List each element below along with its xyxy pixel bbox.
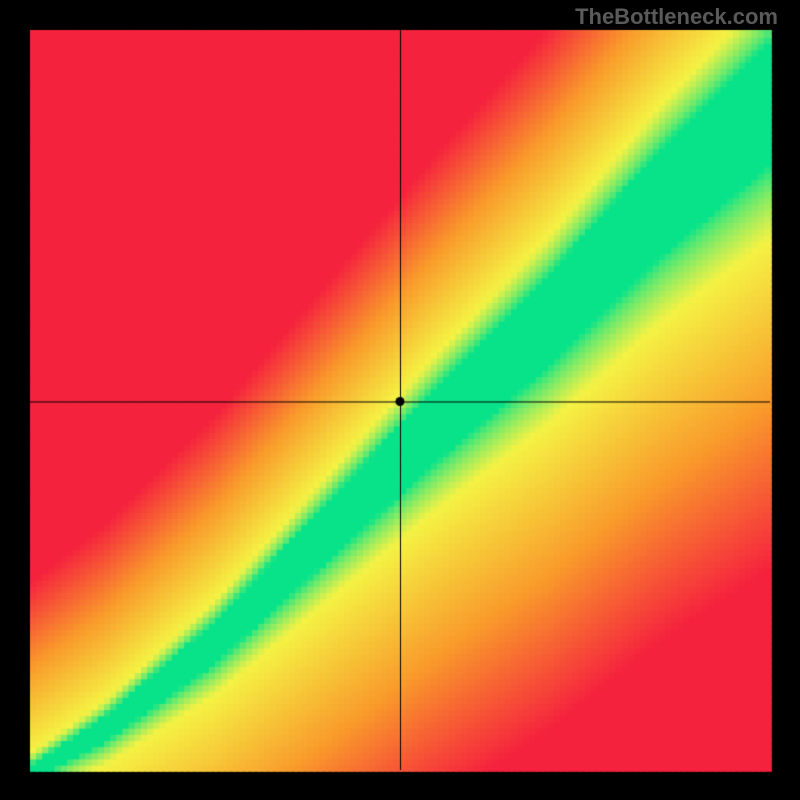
bottleneck-heatmap — [0, 0, 800, 800]
attribution-text: TheBottleneck.com — [575, 4, 778, 30]
